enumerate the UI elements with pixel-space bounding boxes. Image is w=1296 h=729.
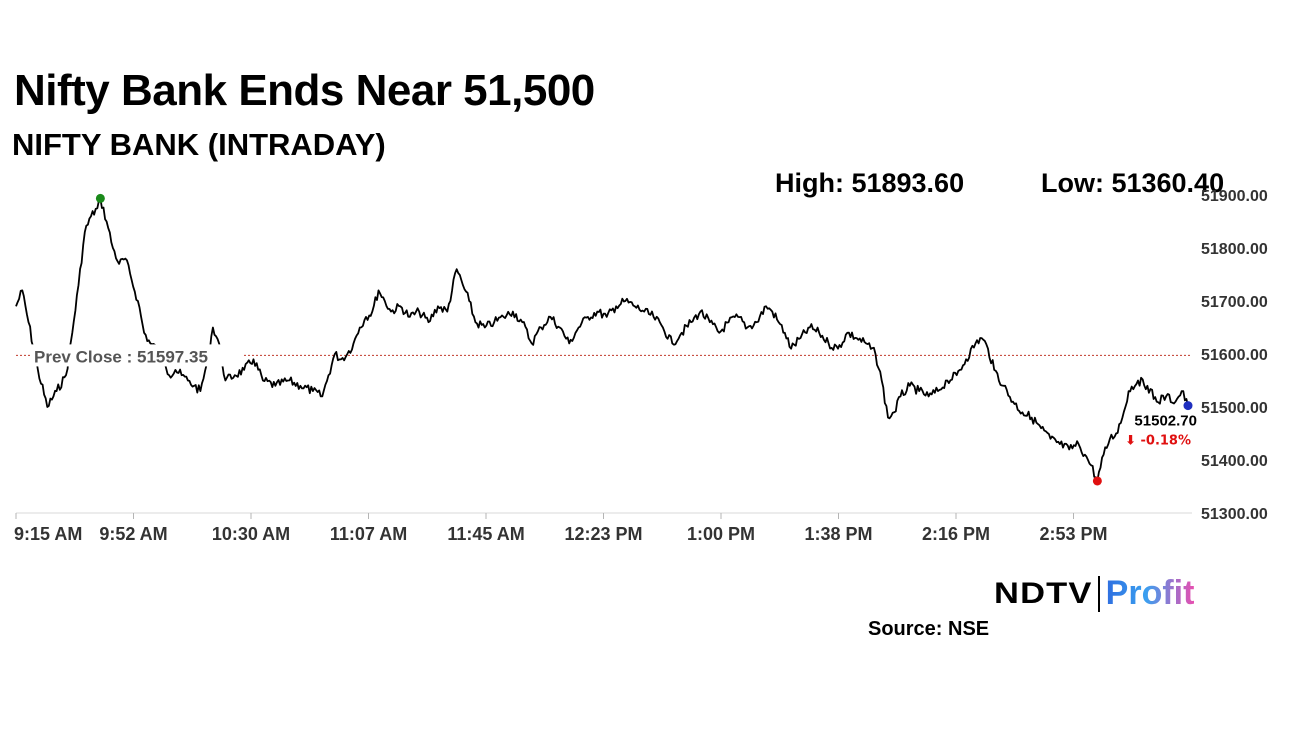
y-tick-label: 51800.00 (1201, 241, 1268, 258)
x-tick-label: 10:30 AM (212, 524, 290, 544)
y-tick-label: 51700.00 (1201, 294, 1268, 311)
source-note: Source: NSE (868, 618, 990, 640)
x-tick-label: 9:52 AM (99, 524, 167, 544)
x-tick-label: 11:45 AM (447, 524, 524, 544)
x-tick-label: 2:53 PM (1039, 524, 1107, 544)
x-tick-label: 1:38 PM (804, 524, 872, 544)
last-value-label: 51502.70 (1134, 413, 1197, 430)
change-percent-label: ⬇ -0.18% (1125, 434, 1191, 449)
x-tick-label: 9:15 AM (14, 524, 82, 544)
y-tick-label: 51600.00 (1201, 347, 1268, 364)
y-tick-label: 51500.00 (1201, 400, 1268, 417)
chart-subtitle: NIFTY BANK (INTRADAY) (12, 127, 386, 162)
prev-close-label: Prev Close : 51597.35 (34, 347, 208, 366)
x-tick-label: 11:07 AM (330, 524, 407, 544)
low-stat: Low: 51360.40 (1041, 168, 1225, 198)
prev-close-label-bg (30, 344, 242, 367)
high-stat: High: 51893.60 (775, 168, 965, 198)
low-marker (1092, 476, 1102, 486)
x-tick-label: 12:23 PM (564, 524, 642, 544)
x-tick-label: 2:16 PM (922, 524, 990, 544)
last-value-marker (1183, 401, 1193, 411)
y-tick-label: 51900.00 (1201, 188, 1268, 205)
chart-title: Nifty Bank Ends Near 51,500 (14, 66, 595, 115)
logo-divider (1097, 575, 1100, 612)
high-marker (95, 193, 105, 203)
ndtv-logo-text: NDTV (994, 576, 1093, 610)
y-tick-label: 51400.00 (1201, 453, 1268, 470)
ndtv-profit-logo: NDTV Profit (994, 574, 1194, 614)
y-tick-label: 51300.00 (1201, 506, 1268, 523)
x-tick-label: 1:00 PM (687, 524, 755, 544)
price-series-line (15, 197, 1189, 482)
profit-logo-text: Profit (1105, 574, 1195, 612)
